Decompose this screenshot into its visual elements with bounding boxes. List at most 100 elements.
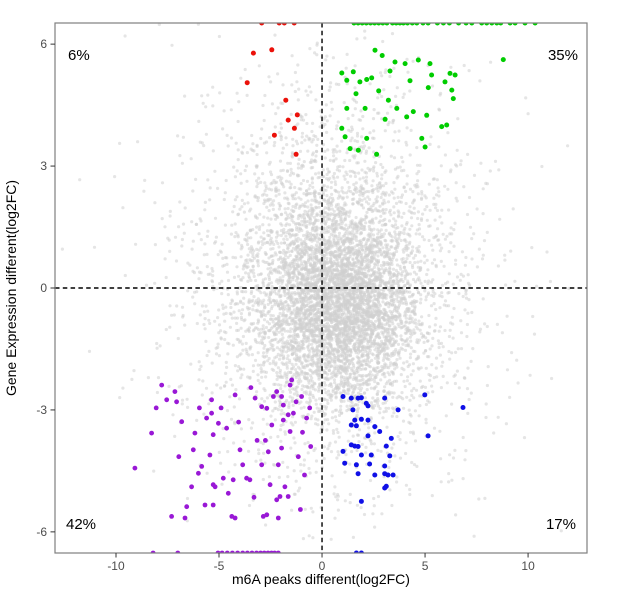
background-point [331,410,335,414]
background-point [419,332,424,336]
background-point [199,364,203,368]
background-point [448,357,452,361]
background-point [327,88,331,92]
background-point [269,343,273,347]
background-point [336,498,340,502]
background-point [295,298,299,302]
background-point [334,279,338,284]
background-point [372,366,376,370]
background-point [367,320,371,325]
background-point [302,463,306,467]
background-point [337,82,341,87]
background-point [329,382,333,386]
background-point [357,399,361,404]
background-point [382,356,386,360]
background-point [328,158,332,162]
background-point [262,303,267,307]
background-point [402,92,406,96]
background-point [324,245,328,249]
background-point [440,208,444,212]
background-point [364,322,368,326]
background-point [406,375,410,379]
background-point [302,331,306,335]
background-point [307,324,312,329]
background-point [379,274,383,278]
background-point [322,381,327,385]
background-point [424,421,428,425]
background-point [348,158,352,163]
background-point [363,227,367,231]
background-point [238,207,242,211]
background-point [335,290,339,294]
background-point [337,420,341,424]
background-point [291,144,295,148]
background-point [335,246,339,250]
background-point [241,302,245,306]
background-point [327,225,331,229]
background-point [275,346,279,350]
background-point [301,342,305,346]
background-point [409,128,413,132]
background-point [373,253,377,257]
background-point [221,264,225,268]
background-point [435,178,439,182]
background-point [482,239,487,243]
background-point [299,379,303,383]
background-point [274,292,278,296]
background-point [327,365,331,369]
background-point [317,192,321,196]
background-point [183,94,187,98]
background-point [279,229,283,233]
background-point [399,238,403,243]
background-point [503,258,507,262]
background-point [374,309,378,313]
background-point [353,273,357,277]
background-point [385,425,389,429]
background-point [449,168,453,172]
background-point [388,324,392,328]
background-point [273,400,277,404]
background-point [203,242,207,246]
background-point [325,372,330,376]
background-point [438,306,442,310]
background-point [297,377,301,381]
background-point [394,232,398,237]
background-point [231,343,235,347]
background-point [256,378,260,383]
background-point [336,120,340,124]
background-point [382,314,386,318]
background-point [381,358,385,362]
background-point [369,401,374,405]
background-point [357,171,361,175]
background-point [354,190,358,194]
background-point [346,341,350,345]
background-point [276,383,281,387]
background-point [299,400,303,404]
background-point [366,195,370,199]
background-point [401,257,405,261]
background-point [312,361,316,366]
background-point [333,381,337,385]
background-point [256,182,260,186]
background-point [287,263,292,267]
background-point [382,198,386,202]
background-point [311,121,315,125]
background-point [336,358,340,363]
background-point [247,449,251,453]
background-point [271,338,275,342]
background-point [313,238,317,242]
background-point [297,341,301,345]
background-point [248,229,252,233]
background-point [271,361,275,365]
background-point [231,255,235,259]
background-point [306,440,310,445]
background-point [286,465,290,469]
background-point [326,418,330,422]
background-point [313,248,317,253]
background-point [359,267,364,271]
background-point [441,360,445,364]
background-point [417,319,421,323]
background-point [340,354,345,358]
background-point [408,356,412,360]
background-point [356,382,360,386]
